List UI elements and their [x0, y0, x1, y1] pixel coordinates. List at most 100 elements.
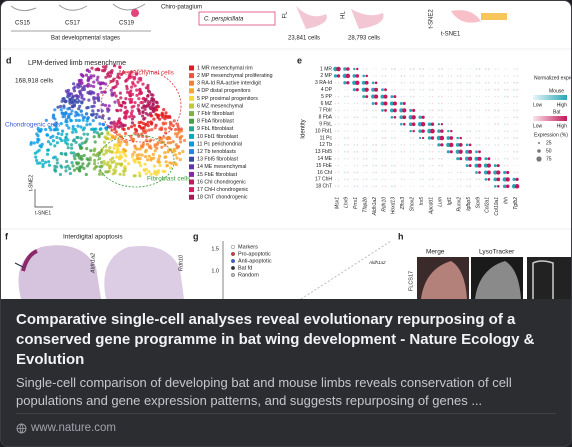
expression-dot	[410, 165, 412, 167]
cell-dot	[165, 164, 169, 168]
expression-dot	[516, 123, 518, 125]
cell-dot	[59, 151, 63, 156]
expression-dot	[437, 109, 440, 112]
cell-dot	[175, 156, 179, 160]
cell-dot	[114, 84, 118, 88]
chiro-label: Chiro-patagium	[161, 5, 202, 11]
expression-dot	[381, 123, 384, 126]
expression-dot	[449, 142, 454, 148]
expression-dot	[413, 75, 415, 77]
cluster-group-label: Mesenchymal cells	[119, 70, 175, 77]
expression-dot	[504, 75, 506, 77]
expression-dot	[410, 151, 412, 153]
cell-dot	[70, 109, 74, 113]
expression-dot	[475, 102, 478, 105]
cell-dot	[45, 133, 49, 137]
expression-dot	[422, 75, 424, 77]
expression-dot	[428, 102, 431, 105]
cell-dot	[100, 160, 104, 164]
expression-dot	[441, 116, 443, 119]
expression-dot	[352, 74, 357, 78]
cell-dot	[98, 122, 102, 126]
axis-label: t-SNE1	[441, 32, 461, 38]
cell-dot	[95, 131, 99, 135]
cell-dot	[74, 140, 78, 144]
expression-dot	[384, 137, 387, 139]
cell-dot	[97, 115, 102, 119]
expression-dot	[438, 178, 440, 181]
expression-dot	[362, 150, 365, 153]
expression-dot	[469, 137, 471, 139]
cell-dot	[73, 127, 77, 132]
cell-dot	[144, 172, 148, 176]
cell-dot	[56, 105, 60, 109]
expression-dot	[334, 158, 337, 160]
size-key	[538, 142, 540, 144]
cell-dot	[146, 120, 150, 124]
cell-dot	[107, 117, 111, 121]
legend-swatch	[189, 194, 194, 200]
expression-dot	[391, 178, 393, 180]
expression-dot	[381, 144, 384, 146]
expression-dot	[343, 150, 346, 153]
expression-dot	[363, 130, 365, 132]
cell-dot	[98, 157, 102, 161]
cell-dot	[151, 102, 155, 106]
expression-dot	[503, 95, 506, 98]
cell-dot	[146, 83, 150, 88]
cell-dot	[132, 77, 136, 81]
cell-dot	[149, 172, 153, 176]
cell-dot	[151, 152, 155, 156]
expression-dot	[488, 144, 490, 146]
cell-dot	[143, 107, 147, 111]
expression-dot	[504, 109, 506, 111]
expression-dot	[356, 102, 359, 105]
cell-dot	[152, 164, 156, 168]
expression-dot	[344, 109, 346, 112]
expression-dot	[347, 123, 349, 125]
cell-dot	[114, 165, 118, 169]
top-strip: CS15 CS17 CS19 Bat developmental stages …	[10, 3, 507, 42]
expression-dot	[372, 171, 374, 174]
expression-dot	[334, 130, 337, 132]
expression-dot	[393, 95, 397, 99]
expression-dot	[403, 89, 405, 91]
row-label: 13 FbI5	[315, 149, 332, 155]
expression-dot	[391, 75, 393, 77]
cell-dot	[104, 75, 108, 79]
cell-dot	[137, 109, 141, 113]
cell-dot	[108, 133, 112, 137]
cell-dot	[65, 132, 69, 136]
limb-image	[18, 245, 101, 299]
cell-dot	[89, 149, 93, 153]
cell-dot	[157, 160, 161, 164]
legend-swatch	[189, 80, 194, 86]
cell-dot	[113, 135, 118, 139]
expression-dot	[474, 156, 479, 161]
expression-dot	[409, 171, 412, 174]
cell-dot	[81, 86, 85, 90]
expression-dot	[391, 130, 393, 132]
expression-dot	[488, 185, 490, 187]
expression-dot	[413, 165, 415, 167]
expression-dot	[494, 116, 496, 118]
cell-dot	[77, 156, 82, 160]
cell-dot	[77, 99, 81, 103]
expression-dot	[513, 75, 515, 77]
expression-dot	[366, 130, 368, 132]
cell-dot	[114, 151, 118, 155]
expression-dot	[422, 109, 424, 112]
legend-swatch	[189, 156, 194, 162]
expression-dot	[353, 130, 356, 132]
expression-dot	[419, 75, 421, 77]
cell-dot	[36, 137, 40, 141]
cell-dot	[69, 143, 74, 147]
arrow	[14, 262, 24, 268]
cell-dot	[82, 132, 86, 136]
cell-dot	[152, 156, 156, 160]
expression-dot	[516, 81, 519, 84]
expression-dot	[412, 171, 415, 174]
expression-dot	[484, 68, 487, 70]
cell-dot	[89, 74, 93, 78]
